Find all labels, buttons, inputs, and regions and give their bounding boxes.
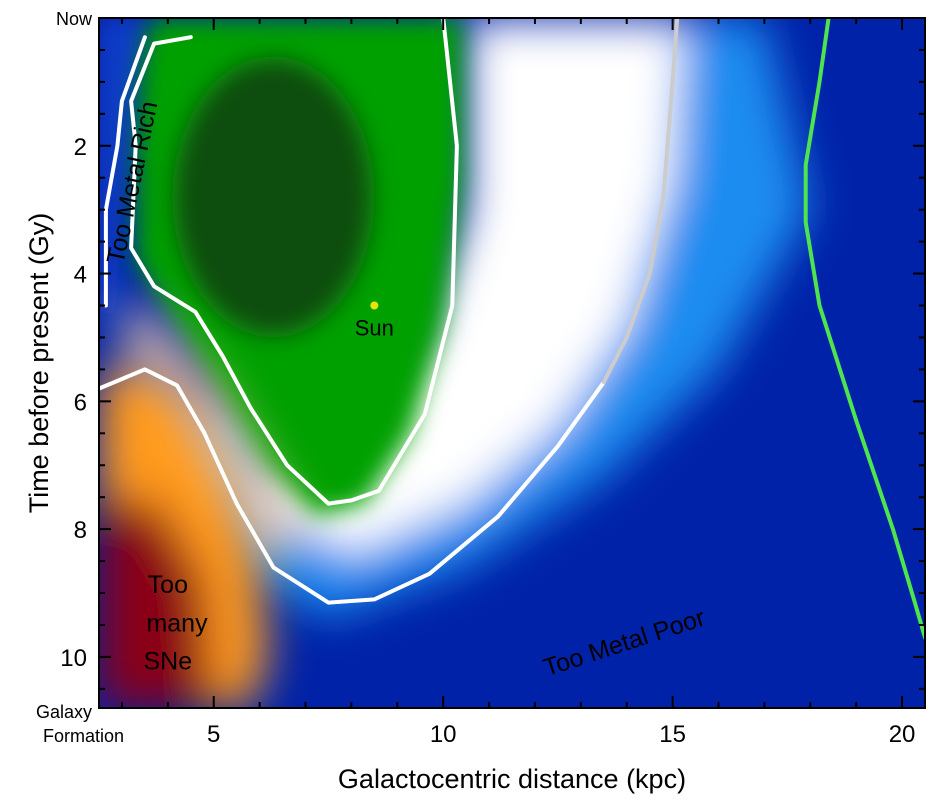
peach-region <box>121 292 306 568</box>
peach-fill <box>121 292 306 568</box>
red-fill <box>99 497 214 708</box>
y-end-label-formation: Formation <box>43 726 124 746</box>
axis-ticks <box>99 18 925 708</box>
sne-region <box>99 363 269 708</box>
x-tick-label: 20 <box>889 721 916 748</box>
y-end-label-now: Now <box>56 9 93 29</box>
contour-ghz-outer-boundary <box>99 367 606 605</box>
x-tick-label: 10 <box>430 721 457 748</box>
contour-gray-boundary <box>601 18 680 385</box>
y-tick-label: 2 <box>74 134 87 161</box>
contour-ghz-core-boundary <box>129 18 459 506</box>
x-tick-label: 5 <box>207 721 220 748</box>
plot-frame <box>98 17 926 709</box>
metal-rich-fill <box>99 18 150 325</box>
y-end-label-galaxy: Galaxy <box>36 702 92 722</box>
sun-label: Sun <box>355 316 394 341</box>
tick-labels: 5 10 15 20 2 4 6 8 10 <box>60 134 915 748</box>
y-tick-label: 10 <box>60 645 87 672</box>
sun-marker <box>370 301 379 310</box>
y-axis-label: Time before present (Gy) <box>24 213 54 514</box>
contour-lines <box>99 18 925 640</box>
y-tick-label: 8 <box>74 517 87 544</box>
region-label: Too <box>148 571 188 599</box>
x-axis-label: Galactocentric distance (kpc) <box>338 764 686 794</box>
heatmap-field <box>99 18 925 708</box>
x-tick-label: 15 <box>659 721 686 748</box>
region-label: many <box>146 609 208 637</box>
metal-rich-strip <box>99 18 150 325</box>
green-core <box>172 56 375 338</box>
contour-metal-rich-boundary <box>103 35 147 308</box>
contour-green-boundary <box>803 18 925 640</box>
y-tick-label: 6 <box>74 389 87 416</box>
region-label: SNe <box>144 648 193 676</box>
y-tick-label: 4 <box>74 262 87 289</box>
